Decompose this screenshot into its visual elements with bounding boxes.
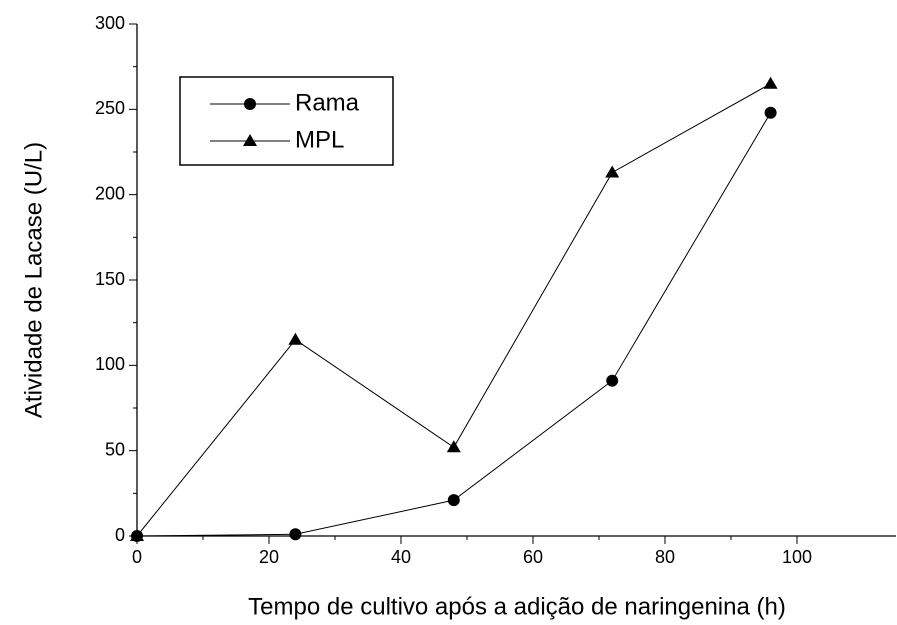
marker [289,528,302,541]
y-tick-label: 0 [115,525,125,545]
marker [288,332,303,345]
x-tick-label: 60 [523,547,543,567]
legend-label: Rama [295,89,360,116]
y-tick-label: 300 [95,13,125,33]
marker [243,134,257,146]
y-tick-label: 50 [105,439,125,459]
y-axis-label: Atividade de Lacase (U/L) [20,142,47,418]
series-line [136,112,772,537]
marker [763,76,778,89]
marker [606,374,619,387]
marker [130,529,144,541]
x-tick-label: 100 [782,547,812,567]
marker [764,106,777,119]
legend-box [179,76,394,166]
marker [446,440,461,453]
y-tick-label: 150 [95,269,125,289]
x-tick-label: 0 [132,547,142,567]
x-tick-label: 80 [655,547,675,567]
marker [605,165,620,178]
x-tick-label: 40 [391,547,411,567]
legend-label: MPL [295,126,344,153]
x-tick-label: 20 [259,547,279,567]
marker [447,494,460,507]
y-tick-label: 250 [95,98,125,118]
marker [244,98,256,110]
y-tick-label: 200 [95,183,125,203]
x-axis-label: Tempo de cultivo após a adição de naring… [248,593,786,620]
y-tick-label: 100 [95,354,125,374]
